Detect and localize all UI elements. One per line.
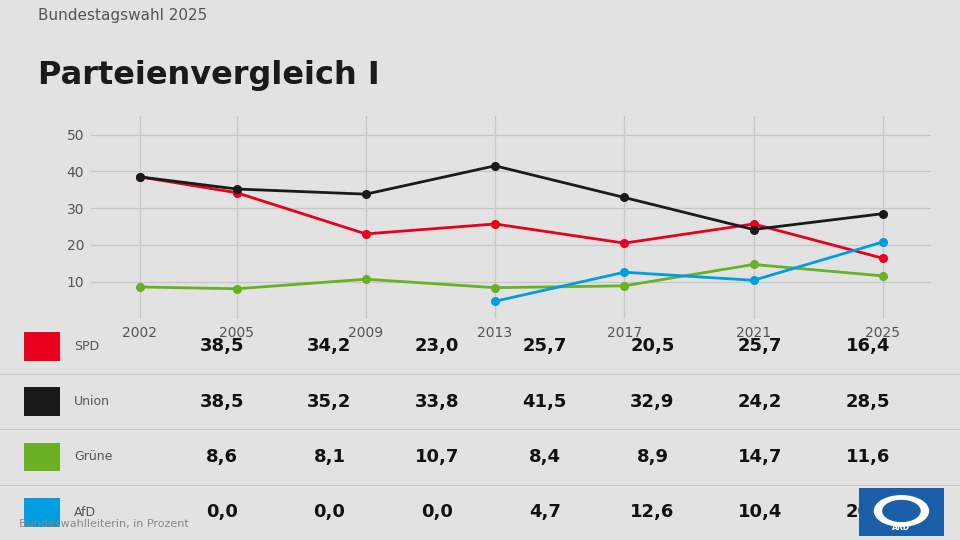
Text: 23,0: 23,0: [415, 338, 459, 355]
FancyBboxPatch shape: [24, 332, 60, 361]
Text: 10,4: 10,4: [738, 503, 782, 521]
Circle shape: [875, 496, 928, 526]
Text: ARD: ARD: [893, 523, 910, 531]
Text: 38,5: 38,5: [200, 393, 244, 410]
Text: SPD: SPD: [74, 340, 99, 353]
Text: Parteienvergleich I: Parteienvergleich I: [38, 60, 380, 91]
Text: 25,7: 25,7: [522, 338, 567, 355]
Text: Union: Union: [74, 395, 109, 408]
Text: 28,5: 28,5: [846, 393, 890, 410]
Text: 10,7: 10,7: [415, 448, 459, 466]
Text: 0,0: 0,0: [205, 503, 238, 521]
Text: 38,5: 38,5: [200, 338, 244, 355]
Text: AfD: AfD: [74, 506, 96, 519]
Text: 14,7: 14,7: [738, 448, 782, 466]
Text: 34,2: 34,2: [307, 338, 351, 355]
Text: Bundeswahlleiterin, in Prozent: Bundeswahlleiterin, in Prozent: [19, 519, 189, 529]
Text: 0,0: 0,0: [314, 503, 346, 521]
Text: 12,6: 12,6: [631, 503, 675, 521]
Text: 33,8: 33,8: [415, 393, 460, 410]
FancyBboxPatch shape: [24, 498, 60, 526]
Text: 8,9: 8,9: [636, 448, 668, 466]
Text: 35,2: 35,2: [307, 393, 351, 410]
Text: 25,7: 25,7: [738, 338, 782, 355]
Text: 20,8: 20,8: [846, 503, 890, 521]
Text: 11,6: 11,6: [846, 448, 890, 466]
FancyBboxPatch shape: [24, 443, 60, 471]
Text: Bundestagswahl 2025: Bundestagswahl 2025: [38, 8, 207, 23]
Text: 0,0: 0,0: [421, 503, 453, 521]
Text: 20,5: 20,5: [631, 338, 675, 355]
Circle shape: [883, 501, 920, 522]
Text: 16,4: 16,4: [846, 338, 890, 355]
Text: 41,5: 41,5: [522, 393, 567, 410]
Text: 24,2: 24,2: [738, 393, 782, 410]
Text: 8,4: 8,4: [529, 448, 561, 466]
FancyBboxPatch shape: [856, 487, 947, 537]
Text: 8,6: 8,6: [205, 448, 238, 466]
Text: Grüne: Grüne: [74, 450, 112, 463]
Text: 4,7: 4,7: [529, 503, 561, 521]
Text: 8,1: 8,1: [314, 448, 346, 466]
FancyBboxPatch shape: [24, 387, 60, 416]
Text: 32,9: 32,9: [631, 393, 675, 410]
